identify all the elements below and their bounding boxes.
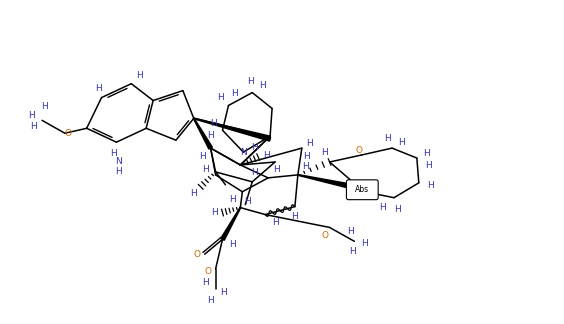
Text: H: H [220, 288, 227, 297]
Polygon shape [193, 118, 271, 141]
Text: H: H [217, 93, 224, 102]
Text: Abs: Abs [355, 185, 369, 194]
Text: H: H [384, 134, 390, 143]
Text: H: H [272, 218, 279, 227]
Text: H: H [251, 168, 258, 178]
Text: H: H [292, 212, 298, 221]
Text: H: H [379, 203, 386, 212]
Text: H: H [191, 189, 197, 198]
Polygon shape [193, 118, 212, 149]
Text: H: H [259, 81, 266, 90]
Text: H: H [136, 71, 143, 80]
Text: O: O [356, 145, 363, 155]
Text: H: H [399, 138, 406, 147]
FancyBboxPatch shape [346, 180, 378, 200]
Text: O: O [204, 267, 211, 275]
Text: H: H [247, 77, 254, 86]
Text: H: H [347, 227, 354, 236]
Text: H: H [229, 195, 236, 204]
Polygon shape [221, 207, 241, 240]
Polygon shape [298, 175, 358, 190]
Text: N: N [115, 157, 122, 167]
Text: H: H [428, 181, 434, 190]
Text: H: H [321, 148, 328, 156]
Text: H: H [303, 152, 310, 161]
Text: H: H [424, 149, 430, 157]
Text: N: N [240, 148, 246, 156]
Text: H: H [306, 139, 313, 148]
Text: H: H [251, 143, 258, 152]
Text: O: O [193, 250, 200, 259]
Text: H: H [210, 119, 217, 128]
Text: H: H [263, 151, 270, 159]
Text: H: H [28, 111, 34, 120]
Text: O: O [64, 129, 72, 138]
Text: H: H [115, 168, 122, 176]
Text: H: H [394, 205, 400, 214]
Text: H: H [272, 166, 279, 174]
Text: H: H [229, 240, 236, 249]
Text: H: H [211, 208, 218, 217]
Text: H: H [199, 152, 206, 161]
Text: H: H [202, 166, 209, 174]
Text: H: H [207, 296, 214, 305]
Text: H: H [30, 122, 37, 131]
Text: H: H [41, 102, 47, 111]
Text: H: H [302, 162, 309, 171]
Text: H: H [349, 247, 356, 256]
Text: H: H [244, 197, 250, 206]
Text: H: H [425, 161, 432, 170]
Text: H: H [202, 278, 209, 287]
Text: H: H [207, 131, 214, 140]
Text: H: H [231, 89, 238, 98]
Text: H: H [95, 84, 102, 93]
Text: H: H [361, 239, 368, 248]
Text: H: H [110, 149, 117, 157]
Text: O: O [321, 231, 328, 240]
